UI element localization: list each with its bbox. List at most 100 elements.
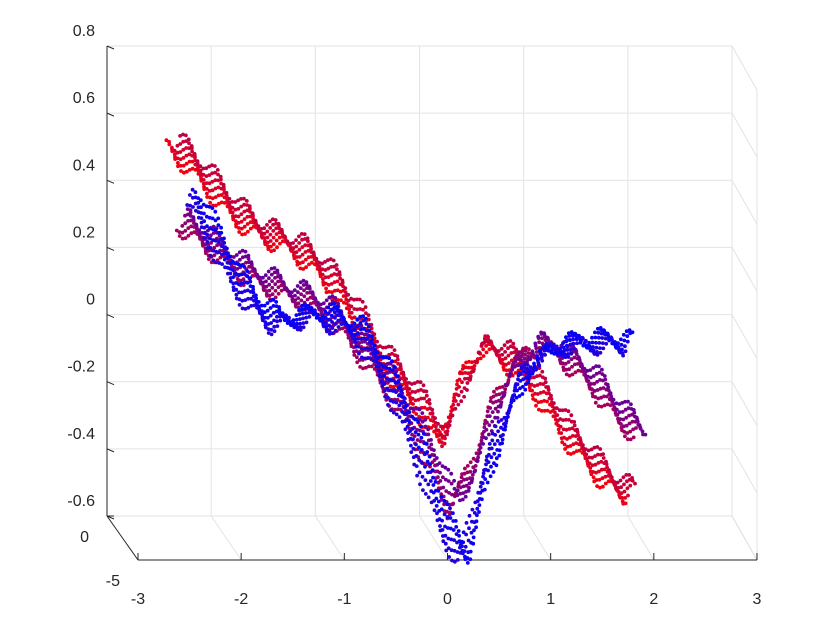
data-point [326,283,331,287]
data-point [489,455,494,460]
data-point [596,404,601,408]
data-point [180,230,185,235]
data-point [208,226,212,231]
data-point [515,388,519,393]
data-point [468,469,473,474]
data-point [294,238,298,243]
data-point [262,226,267,231]
data-point [214,203,218,208]
data-point [574,449,579,453]
data-point [195,159,200,164]
data-point [420,411,425,415]
data-point [513,359,518,364]
data-point [273,295,278,300]
data-point [637,423,642,428]
data-point [266,269,271,274]
data-point [476,350,481,355]
data-point [586,448,591,453]
data-point [603,377,608,382]
data-point [336,313,340,317]
data-point [295,325,300,329]
data-point [485,480,490,485]
data-point [393,359,398,364]
data-point [335,288,340,293]
data-point [349,324,354,328]
data-point [201,172,206,177]
data-point [464,483,469,488]
data-point [603,474,608,479]
data-point [590,455,594,460]
data-point [464,521,469,525]
data-point [426,495,431,500]
data-point [216,185,221,190]
data-point [627,413,631,418]
data-point [308,242,313,247]
data-point [447,555,451,559]
data-point [466,365,471,370]
data-point [543,353,547,357]
data-point [576,368,581,373]
data-point [432,508,437,513]
data-point [492,461,496,466]
data-point [568,347,573,352]
data-point [300,311,305,316]
data-point [302,288,306,293]
data-point [301,321,306,325]
data-point [305,297,310,302]
data-point [499,418,504,422]
data-point [204,214,209,219]
data-point [495,386,499,391]
data-point [205,195,210,199]
data-point [303,302,307,307]
data-point [214,238,218,243]
data-point [475,513,479,518]
data-point [298,261,302,266]
data-point [458,491,463,496]
data-point [578,436,582,440]
data-point [175,156,180,161]
data-point [569,452,573,456]
data-point [567,373,572,378]
data-point [220,262,225,266]
data-point [407,420,412,425]
data-point [432,448,436,452]
data-point [184,133,188,138]
data-point [460,497,465,502]
data-point [418,482,422,487]
data-point [481,474,485,479]
data-point [624,423,629,428]
data-point [260,309,264,313]
data-point [564,372,569,377]
data-point [321,321,325,325]
data-point [463,544,468,549]
data-point [423,478,428,482]
data-point [242,217,247,222]
data-point [318,270,322,274]
data-point [181,139,186,144]
data-point [364,311,368,315]
data-point [403,427,408,432]
data-point [413,390,418,394]
data-point [481,347,486,352]
data-point [260,312,264,317]
data-point [391,389,395,393]
data-point [269,272,274,277]
data-point [419,448,424,452]
data-point [216,201,221,206]
data-point [219,230,224,235]
data-point [543,346,548,351]
data-point [593,330,597,335]
data-point [497,392,502,397]
data-point [447,491,451,495]
data-point [390,351,394,356]
data-point [358,321,363,325]
data-point [591,470,595,474]
data-point [271,304,276,308]
data-point [432,499,436,503]
data-point [593,395,598,399]
data-point [496,409,500,414]
data-point [501,365,506,370]
data-point [509,351,514,355]
data-point [453,399,458,403]
data-point [290,294,294,299]
